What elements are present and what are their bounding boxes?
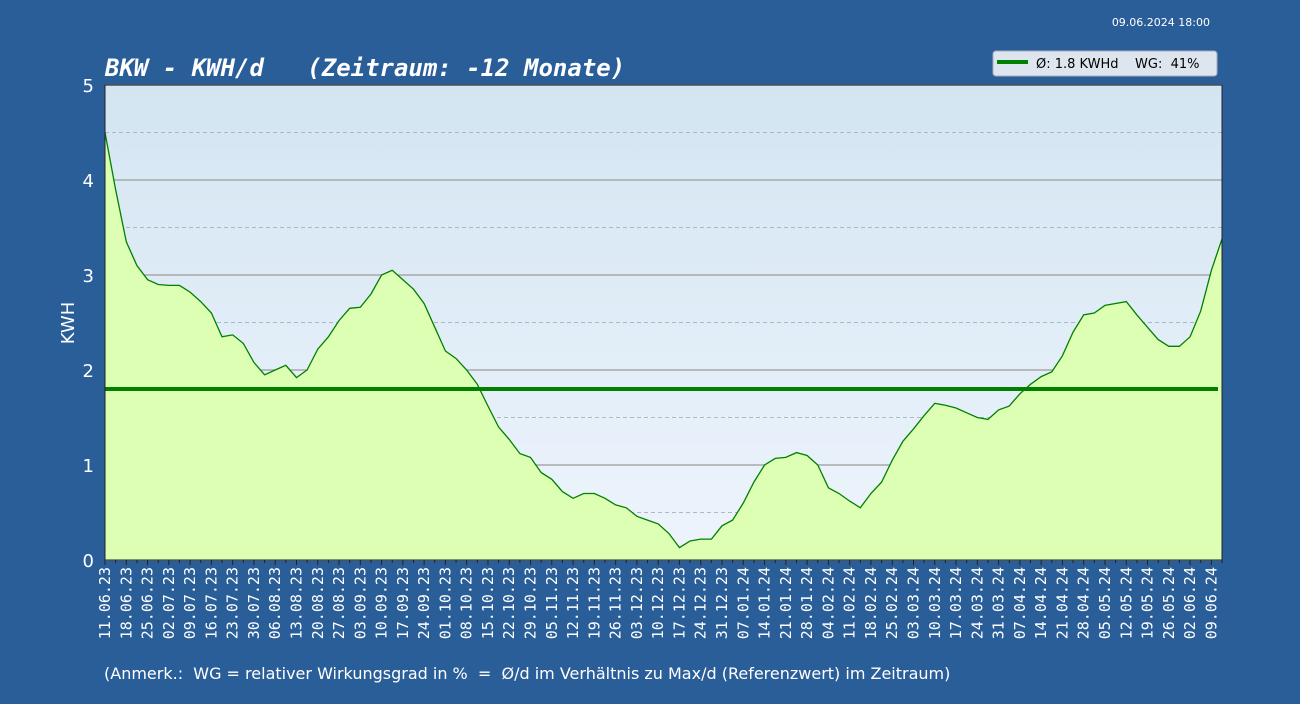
x-tick-label: 11.06.23 — [96, 567, 114, 639]
x-tick-label: 21.04.24 — [1053, 567, 1071, 639]
x-tick-label: 26.11.23 — [607, 567, 625, 639]
line — [104, 132, 1223, 549]
x-tick-label: 19.11.23 — [585, 567, 603, 639]
x-tick-label: 02.06.24 — [1181, 567, 1199, 639]
x-tick-label: 07.04.24 — [1011, 567, 1029, 639]
y-tick-label: 3 — [83, 266, 94, 287]
x-tick-label: 03.03.24 — [904, 567, 922, 639]
x-tick-label: 17.09.23 — [394, 567, 412, 639]
y-tick-label: 0 — [83, 551, 94, 572]
legend-label: Ø: 1.8 KWHd WG: 41% — [1036, 57, 1200, 72]
x-tick-label: 05.11.23 — [543, 567, 561, 639]
x-tick-label: 09.06.24 — [1202, 567, 1220, 639]
x-tick-label: 31.12.23 — [713, 567, 731, 639]
plot-frame — [104, 84, 1223, 561]
x-tick-label: 28.01.24 — [798, 567, 816, 639]
y-tick-label: 4 — [83, 171, 94, 192]
x-tick-label: 19.05.24 — [1139, 567, 1157, 639]
area — [105, 132, 1222, 560]
x-tick-label: 24.03.24 — [968, 567, 986, 639]
x-tick-label: 03.09.23 — [351, 567, 369, 639]
y-tick-label: 2 — [83, 361, 94, 382]
x-tick-label: 11.02.24 — [841, 567, 859, 639]
x-tick-label: 06.08.23 — [266, 567, 284, 639]
x-tick-label: 07.01.24 — [734, 567, 752, 639]
y-axis-label: KWH — [58, 302, 79, 345]
x-tick-label: 20.08.23 — [309, 567, 327, 639]
x-tick-label: 24.12.23 — [692, 567, 710, 639]
x-tick-label: 28.04.24 — [1075, 567, 1093, 639]
x-tick-label: 08.10.23 — [458, 567, 476, 639]
x-tick-label: 12.11.23 — [564, 567, 582, 639]
x-tick-label: 18.02.24 — [862, 567, 880, 639]
x-tick-label: 31.03.24 — [990, 567, 1008, 639]
x-tick-label: 15.10.23 — [479, 567, 497, 639]
x-tick-label: 17.03.24 — [947, 567, 965, 639]
x-tick-label: 10.03.24 — [926, 567, 944, 639]
x-tick-label: 27.08.23 — [330, 567, 348, 639]
x-tick-label: 01.10.23 — [436, 567, 454, 639]
x-tick-label: 10.12.23 — [649, 567, 667, 639]
x-tick-label: 24.09.23 — [415, 567, 433, 639]
x-tick-label: 25.02.24 — [883, 567, 901, 639]
legend: Ø: 1.8 KWHd WG: 41% — [992, 50, 1218, 77]
x-tick-label: 13.08.23 — [287, 567, 305, 639]
x-tick-label: 17.12.23 — [670, 567, 688, 639]
footnote: (Anmerk.: WG = relativer Wirkungsgrad in… — [104, 664, 950, 683]
timestamp: 09.06.2024 18:00 — [1112, 16, 1210, 29]
chart-title: BKW - KWH/d (Zeitraum: -12 Monate) — [104, 54, 625, 82]
x-tick-label: 22.10.23 — [500, 567, 518, 639]
y-tick-label: 5 — [83, 76, 94, 97]
x-tick-label: 05.05.24 — [1096, 567, 1114, 639]
x-tick-label: 29.10.23 — [522, 567, 540, 639]
x-tick-label: 26.05.24 — [1160, 567, 1178, 639]
x-tick-label: 03.12.23 — [628, 567, 646, 639]
x-tick-label: 12.05.24 — [1117, 567, 1135, 639]
x-tick-label: 14.01.24 — [756, 567, 774, 639]
x-tick-label: 10.09.23 — [373, 567, 391, 639]
x-tick-label: 18.06.23 — [117, 567, 135, 639]
x-tick-label: 04.02.24 — [819, 567, 837, 639]
x-tick-label: 09.07.23 — [181, 567, 199, 639]
x-tick-label: 30.07.23 — [245, 567, 263, 639]
x-tick-label: 23.07.23 — [224, 567, 242, 639]
x-tick-label: 14.04.24 — [1032, 567, 1050, 639]
y-tick-label: 1 — [83, 456, 94, 477]
x-tick-label: 21.01.24 — [777, 567, 795, 639]
x-tick-label: 16.07.23 — [202, 567, 220, 639]
x-tick-label: 02.07.23 — [160, 567, 178, 639]
legend-box — [992, 50, 1218, 77]
x-tick-label: 25.06.23 — [139, 567, 157, 639]
